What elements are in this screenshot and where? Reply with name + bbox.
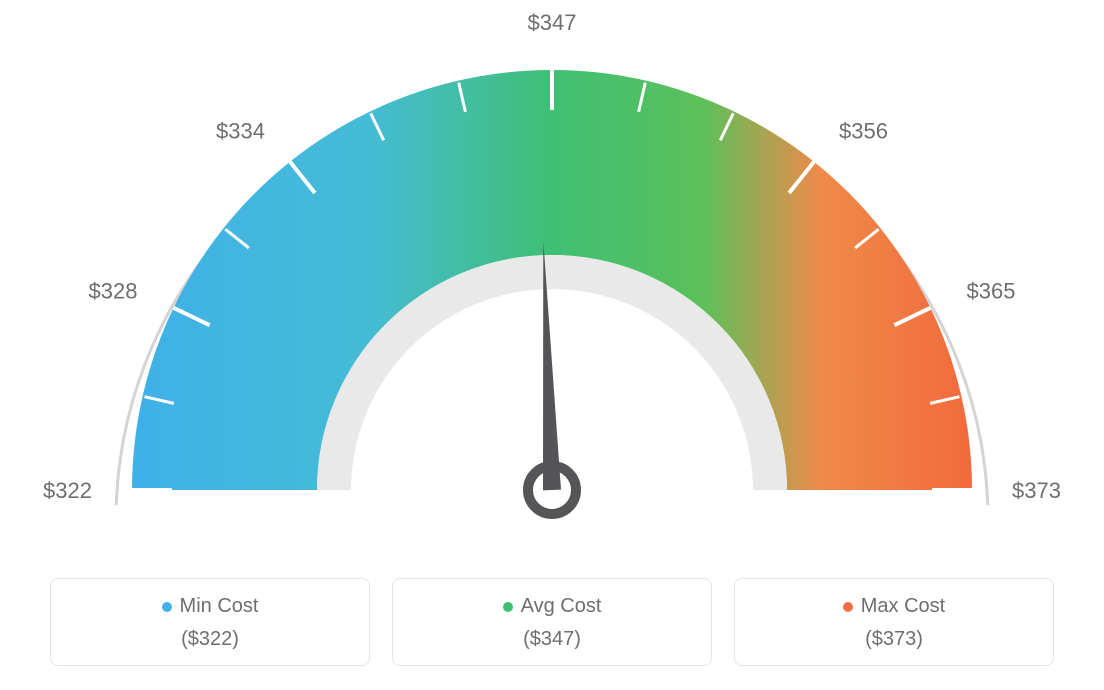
svg-text:$334: $334: [216, 119, 265, 144]
legend-card-max: Max Cost ($373): [734, 578, 1054, 666]
legend-label-min: Min Cost: [180, 595, 259, 618]
legend-label-max: Max Cost: [861, 595, 945, 618]
legend-card-min: Min Cost ($322): [50, 578, 370, 666]
gauge-chart: $322 $328 $334 $347 $356 $365 $373: [0, 0, 1104, 560]
legend-label-avg: Avg Cost: [521, 595, 602, 618]
svg-text:$373: $373: [1012, 478, 1061, 503]
legend-dot-min: [162, 602, 172, 612]
legend-card-avg: Avg Cost ($347): [392, 578, 712, 666]
cost-gauge-container: $322 $328 $334 $347 $356 $365 $373 Min Cost ($…: [0, 0, 1104, 690]
legend-dot-max: [843, 602, 853, 612]
legend-value-avg: ($347): [405, 628, 699, 651]
legend-row: Min Cost ($322) Avg Cost ($347) Max Cost…: [0, 578, 1104, 666]
svg-text:$356: $356: [839, 119, 888, 144]
svg-text:$328: $328: [89, 279, 138, 304]
legend-dot-avg: [503, 602, 513, 612]
svg-text:$347: $347: [528, 10, 577, 35]
legend-value-min: ($322): [63, 628, 357, 651]
legend-value-max: ($373): [747, 628, 1041, 651]
svg-text:$322: $322: [43, 478, 92, 503]
svg-text:$365: $365: [966, 279, 1015, 304]
